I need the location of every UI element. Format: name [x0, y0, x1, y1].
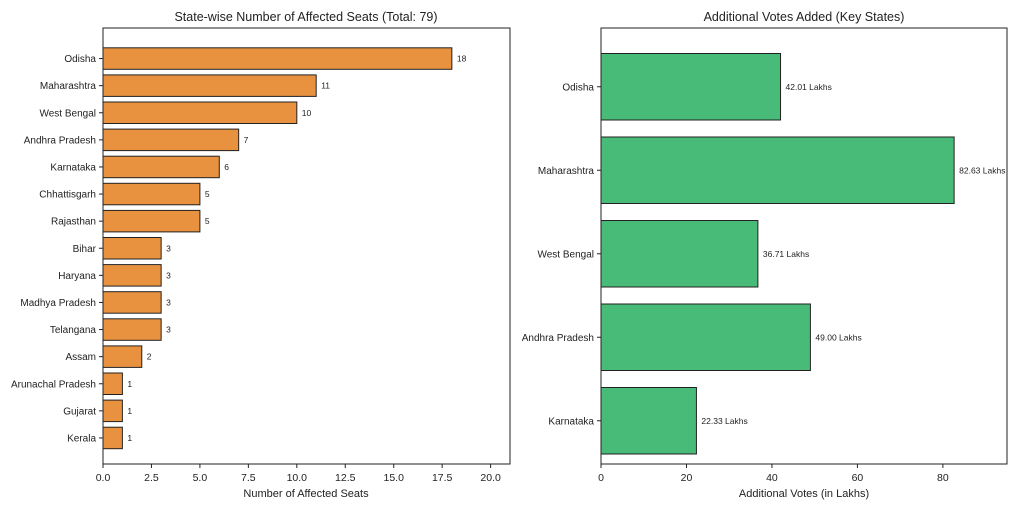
bar: [102, 399, 123, 423]
y-tick-label: Chhattisgarh: [39, 190, 96, 201]
bar: [102, 291, 162, 314]
affected-seats-chart: State-wise Number of Affected Seats (Tot…: [11, 10, 511, 500]
value-label: 1: [127, 379, 132, 389]
bar: [102, 426, 123, 450]
x-tick-label: 12.5: [335, 472, 356, 484]
chart-title: Additional Votes Added (Key States): [704, 10, 905, 24]
bar: [102, 237, 162, 260]
bar: [102, 155, 220, 179]
x-axis-label: Additional Votes (in Lakhs): [739, 488, 869, 500]
y-tick-label: Madhya Pradesh: [20, 298, 96, 309]
value-label: 1: [127, 433, 132, 443]
y-tick-label: Rajasthan: [51, 217, 96, 228]
x-tick-label: 0: [598, 472, 604, 484]
value-label: 6: [224, 162, 229, 172]
y-tick-label: Assam: [65, 352, 96, 363]
additional-votes-chart: Additional Votes Added (Key States) Addi…: [522, 10, 1008, 500]
y-tick-label: Andhra Pradesh: [522, 333, 594, 344]
x-tick-label: 40: [766, 472, 778, 484]
y-tick-label: Gujarat: [63, 406, 96, 417]
chart-title: State-wise Number of Affected Seats (Tot…: [174, 10, 437, 24]
y-tick-label: Haryana: [58, 271, 96, 282]
value-label: 22.33 Lakhs: [701, 416, 747, 426]
bar: [102, 101, 298, 124]
bar: [102, 264, 162, 287]
y-tick-label: Telangana: [50, 325, 97, 336]
y-tick-label: Andhra Pradesh: [24, 135, 96, 146]
bar: [102, 74, 317, 97]
value-label: 1: [127, 406, 132, 416]
y-tick-label: Karnataka: [50, 162, 96, 173]
bar: [102, 128, 240, 152]
value-label: 49.00 Lakhs: [815, 332, 861, 342]
bar: [600, 220, 759, 288]
bar: [600, 53, 782, 121]
value-label: 42.01 Lakhs: [786, 82, 832, 92]
x-tick-labels: 0.0 2.5 5.0 7.5 10.0 12.5 15.0 17.5 20.0: [96, 464, 501, 484]
bar: [600, 303, 811, 371]
y-tick-label: West Bengal: [39, 108, 96, 119]
x-tick-label: 15.0: [383, 472, 404, 484]
value-label: 11: [321, 81, 330, 91]
x-tick-label: 60: [852, 472, 864, 484]
value-label: 10: [302, 108, 312, 118]
x-tick-label: 80: [937, 472, 949, 484]
value-label: 3: [166, 243, 171, 253]
value-label: 7: [244, 135, 249, 145]
value-label: 3: [166, 325, 171, 335]
value-label: 5: [205, 216, 210, 226]
bar-group: [102, 47, 453, 450]
y-tick-labels: Odisha Maharashtra West Bengal Andhra Prade…: [522, 82, 601, 427]
value-labels: 42.01 Lakhs 82.63 Lakhs 36.71 Lakhs 49.00 L…: [701, 82, 1005, 426]
y-tick-label: Arunachal Pradesh: [11, 379, 96, 390]
value-label: 36.71 Lakhs: [763, 249, 809, 259]
y-tick-label: Maharashtra: [40, 81, 97, 92]
bar: [102, 345, 143, 368]
x-tick-label: 0.0: [96, 472, 111, 484]
y-tick-labels: Odisha Maharashtra West Bengal Andhra Prade…: [11, 54, 103, 444]
y-tick-label: Maharashtra: [538, 166, 595, 177]
value-label: 82.63 Lakhs: [959, 165, 1005, 175]
y-tick-label: West Bengal: [537, 249, 594, 260]
y-tick-label: Kerala: [67, 433, 96, 444]
x-tick-label: 20: [681, 472, 693, 484]
value-label: 3: [166, 270, 171, 280]
y-tick-label: Bihar: [73, 244, 97, 255]
value-label: 2: [147, 352, 152, 362]
x-tick-label: 2.5: [144, 472, 159, 484]
y-tick-label: Odisha: [562, 82, 594, 93]
y-tick-label: Odisha: [64, 54, 96, 65]
bar: [600, 136, 955, 204]
x-axis-label: Number of Affected Seats: [243, 488, 369, 500]
bar: [600, 387, 697, 455]
plot-frame: [600, 27, 1008, 465]
bar: [102, 318, 162, 341]
value-label: 5: [205, 189, 210, 199]
bar: [102, 47, 453, 70]
y-tick-label: Karnataka: [548, 416, 594, 427]
value-label: 18: [457, 54, 467, 64]
bar: [102, 182, 201, 206]
x-tick-label: 17.5: [432, 472, 453, 484]
value-label: 3: [166, 297, 171, 307]
x-tick-label: 5.0: [193, 472, 208, 484]
x-tick-label: 7.5: [241, 472, 256, 484]
bar: [102, 209, 201, 233]
x-tick-label: 20.0: [480, 472, 501, 484]
bar: [102, 372, 123, 395]
plot-frame: [102, 27, 511, 465]
x-tick-labels: 0 20 40 60 80: [598, 464, 949, 484]
x-tick-label: 10.0: [287, 472, 308, 484]
